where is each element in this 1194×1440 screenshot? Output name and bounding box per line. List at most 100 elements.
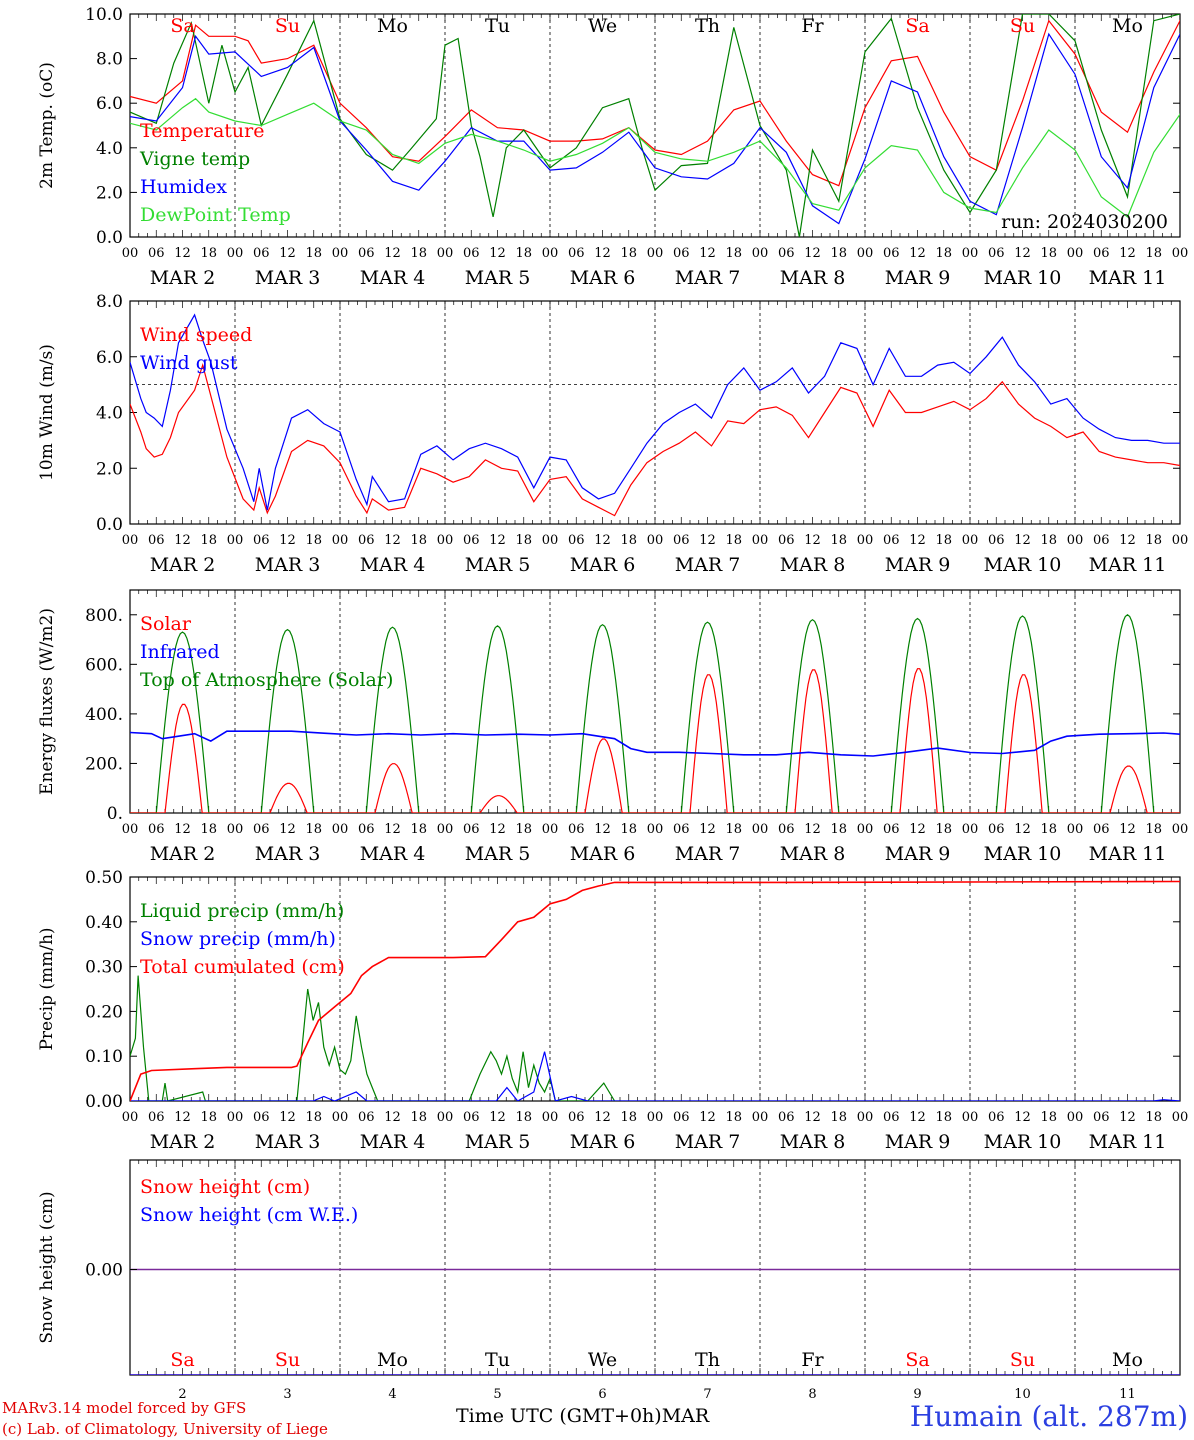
day-number-label: 10 — [1014, 1387, 1031, 1402]
hour-tick-label: 18 — [620, 246, 637, 261]
hour-tick-label: 00 — [227, 822, 244, 837]
hour-tick-label: 18 — [410, 246, 427, 261]
hour-tick-label: 00 — [1172, 533, 1189, 548]
hour-tick-label: 18 — [1040, 1110, 1057, 1125]
hour-tick-label: 12 — [174, 533, 191, 548]
date-label: MAR 5 — [465, 267, 531, 289]
hour-tick-label: 06 — [778, 1110, 795, 1125]
hour-tick-label: 00 — [1067, 1110, 1084, 1125]
hour-tick-label: 18 — [1145, 1110, 1162, 1125]
legend-entry: Top of Atmosphere (Solar) — [140, 669, 393, 691]
hour-tick-label: 06 — [463, 246, 480, 261]
hour-tick-label: 06 — [673, 533, 690, 548]
day-number-label: 4 — [388, 1387, 396, 1402]
hour-tick-label: 12 — [909, 822, 926, 837]
hour-tick-label: 00 — [752, 246, 769, 261]
hour-tick-label: 12 — [699, 246, 716, 261]
legend-entry: Solar — [140, 613, 192, 635]
model-credit-line-2: (c) Lab. of Climatology, University of L… — [2, 1420, 328, 1438]
hour-tick-label: 06 — [463, 533, 480, 548]
hour-tick-label: 12 — [909, 246, 926, 261]
x-axis-title: Time UTC (GMT+0h)MAR — [456, 1405, 709, 1427]
date-label: MAR 6 — [570, 267, 636, 289]
hour-tick-label: 06 — [568, 1110, 585, 1125]
hour-tick-label: 06 — [988, 1110, 1005, 1125]
legend-entry: Snow height (cm) — [140, 1176, 310, 1198]
y-tick-label: 8.0 — [96, 50, 123, 70]
hour-tick-label: 18 — [200, 533, 217, 548]
date-label: MAR 8 — [780, 843, 846, 865]
hour-tick-label: 18 — [1145, 822, 1162, 837]
day-of-week-label: Mo — [1112, 15, 1143, 37]
hour-tick-label: 12 — [1014, 246, 1031, 261]
hour-tick-label: 06 — [778, 246, 795, 261]
hour-tick-label: 18 — [410, 1110, 427, 1125]
day-number-label: 3 — [283, 1387, 291, 1402]
legend-entry: Wind speed — [140, 324, 252, 346]
day-of-week-label: Tu — [485, 1349, 510, 1371]
hour-tick-label: 18 — [725, 533, 742, 548]
date-label: MAR 2 — [150, 554, 216, 576]
hour-tick-label: 00 — [542, 822, 559, 837]
hour-tick-label: 18 — [725, 822, 742, 837]
hour-tick-label: 12 — [804, 822, 821, 837]
hour-tick-label: 00 — [437, 822, 454, 837]
series-line-solar — [130, 668, 1180, 813]
hour-tick-label: 06 — [883, 822, 900, 837]
hour-tick-label: 12 — [1014, 822, 1031, 837]
hour-tick-label: 06 — [883, 533, 900, 548]
hour-tick-label: 00 — [437, 533, 454, 548]
hour-tick-label: 18 — [1145, 246, 1162, 261]
y-tick-label: 6.0 — [96, 348, 123, 368]
date-label: MAR 10 — [984, 267, 1062, 289]
y-tick-label: 2.0 — [96, 459, 123, 479]
hour-tick-label: 06 — [673, 246, 690, 261]
x-axis-title-text: Time UTC (GMT+0h) — [456, 1405, 662, 1427]
panel-2-frame — [129, 300, 1181, 525]
date-label: MAR 9 — [885, 267, 951, 289]
hour-tick-label: 00 — [857, 246, 874, 261]
hour-tick-label: 12 — [594, 1110, 611, 1125]
y-tick-label: 10.0 — [85, 5, 123, 25]
legend-entry: Wind gust — [140, 352, 238, 374]
date-label: MAR 10 — [984, 843, 1062, 865]
y-tick-label: 0.30 — [85, 958, 123, 978]
hour-tick-label: 12 — [384, 533, 401, 548]
day-of-week-label: Sa — [905, 1349, 929, 1371]
hour-tick-label: 06 — [463, 822, 480, 837]
y-axis-label: Snow height (cm) — [37, 1191, 57, 1343]
legend-entry: Total cumulated (cm) — [140, 956, 345, 978]
hour-tick-label: 12 — [279, 1110, 296, 1125]
date-label: MAR 11 — [1089, 843, 1167, 865]
hour-tick-label: 12 — [1119, 533, 1136, 548]
hour-tick-label: 00 — [857, 533, 874, 548]
date-label: MAR 2 — [150, 1131, 216, 1153]
series-line-liquid-precip-mm-h- — [130, 975, 616, 1101]
hour-tick-label: 00 — [752, 822, 769, 837]
y-axis-label: 10m Wind (m/s) — [37, 344, 57, 481]
hour-tick-label: 12 — [279, 533, 296, 548]
hour-tick-label: 06 — [1093, 246, 1110, 261]
hour-tick-label: 00 — [332, 1110, 349, 1125]
hour-tick-label: 12 — [279, 246, 296, 261]
hour-tick-label: 18 — [725, 1110, 742, 1125]
hour-tick-label: 12 — [174, 822, 191, 837]
day-of-week-label: Su — [1010, 1349, 1035, 1371]
legend-entry: Temperature — [140, 120, 264, 142]
hour-tick-label: 00 — [332, 822, 349, 837]
hour-tick-label: 00 — [1172, 246, 1189, 261]
hour-tick-label: 18 — [830, 822, 847, 837]
hour-tick-label: 00 — [227, 1110, 244, 1125]
hour-tick-label: 06 — [253, 822, 270, 837]
hour-tick-label: 00 — [1172, 822, 1189, 837]
hour-tick-label: 12 — [174, 246, 191, 261]
date-label: MAR 7 — [675, 267, 741, 289]
hour-tick-label: 00 — [542, 533, 559, 548]
y-tick-label: 0.50 — [85, 868, 123, 888]
series-line-humidex — [130, 32, 1180, 225]
legend-entry: DewPoint Temp — [140, 204, 291, 226]
hour-tick-label: 18 — [200, 1110, 217, 1125]
hour-tick-label: 12 — [594, 533, 611, 548]
day-of-week-label: Th — [695, 1349, 720, 1371]
series-line-dewpoint-temp — [130, 97, 1180, 218]
